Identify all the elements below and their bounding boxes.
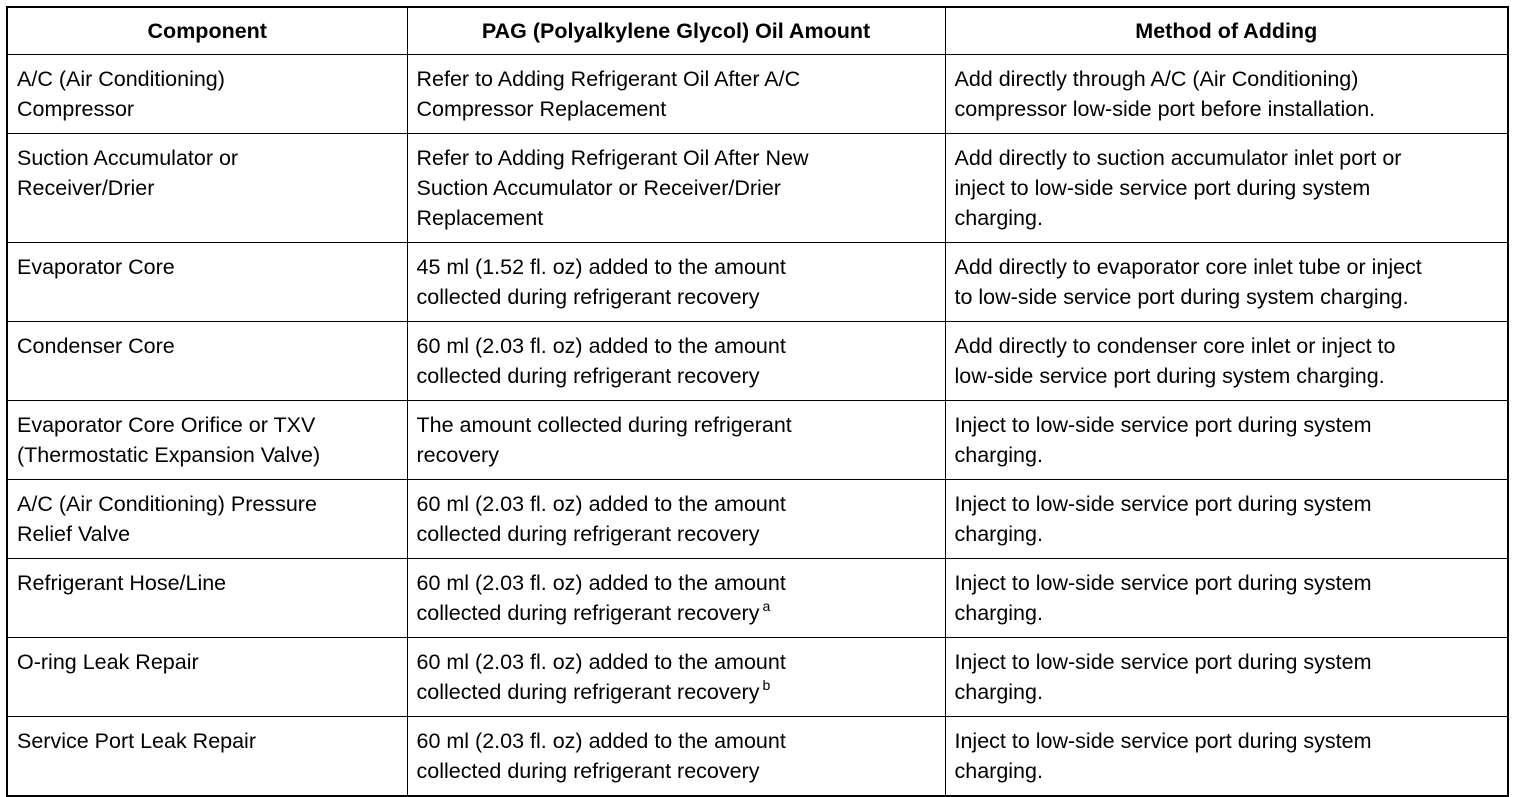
table-row: O-ring Leak Repair 60 ml (2.03 fl. oz) ad…: [6, 637, 1509, 717]
cell-line: recovery: [416, 443, 499, 467]
table-cell: Add directly through A/C (Air Conditioni…: [944, 54, 1509, 134]
table-cell: Add directly to suction accumulator inle…: [944, 133, 1509, 243]
cell-line: 60 ml (2.03 fl. oz) added to the amount: [416, 729, 786, 753]
table-cell: O-ring Leak Repair: [6, 637, 408, 717]
table-cell: Inject to low-side service port during s…: [944, 637, 1509, 717]
table-cell: Inject to low-side service port during s…: [944, 716, 1509, 797]
cell-line: Relief Valve: [17, 522, 131, 546]
cell-line: Add directly to suction accumulator inle…: [954, 146, 1402, 170]
table-cell: 60 ml (2.03 fl. oz) added to the amount c…: [406, 321, 946, 401]
table-row: Refrigerant Hose/Line 60 ml (2.03 fl. oz)…: [6, 558, 1509, 638]
cell-line: charging.: [954, 522, 1043, 546]
table-row: Condenser Core 60 ml (2.03 fl. oz) added …: [6, 321, 1509, 401]
table-row: A/C (Air Conditioning) Compressor Refer to…: [6, 54, 1509, 134]
cell-line: charging.: [954, 601, 1043, 625]
cell-line: A/C (Air Conditioning) Pressure: [17, 492, 317, 516]
cell-line: Compressor: [17, 97, 135, 121]
cell-line: inject to low-side service port during s…: [954, 176, 1371, 200]
table-cell: 60 ml (2.03 fl. oz) added to the amount c…: [406, 637, 946, 717]
cell-line: collected during refrigerant recovery: [416, 285, 760, 309]
table-cell: A/C (Air Conditioning) Compressor: [6, 54, 408, 134]
cell-line: to low-side service port during system c…: [954, 285, 1409, 309]
table-cell: Suction Accumulator or Receiver/Drier: [6, 133, 408, 243]
cell-line: 60 ml (2.03 fl. oz) added to the amount: [416, 492, 786, 516]
cell-line: Add directly to condenser core inlet or …: [954, 334, 1396, 358]
cell-line: Inject to low-side service port during s…: [954, 492, 1372, 516]
cell-line: O-ring Leak Repair: [17, 650, 199, 674]
table-cell: 45 ml (1.52 fl. oz) added to the amount c…: [406, 242, 946, 322]
cell-line: A/C (Air Conditioning): [17, 67, 225, 91]
table-row: Suction Accumulator or Receiver/Drier Refe…: [6, 133, 1509, 243]
table-cell: 60 ml (2.03 fl. oz) added to the amount c…: [406, 716, 946, 797]
cell-line: charging.: [954, 443, 1043, 467]
cell-line: Inject to low-side service port during s…: [954, 571, 1372, 595]
cell-line: The amount collected during refrigerant: [416, 413, 792, 437]
table-cell: A/C (Air Conditioning) Pressure Relief Va…: [6, 479, 408, 559]
cell-line: Inject to low-side service port during s…: [954, 729, 1372, 753]
cell-line: Add directly through A/C (Air Conditioni…: [954, 67, 1359, 91]
table-row: Evaporator Core 45 ml (1.52 fl. oz) added…: [6, 242, 1509, 322]
cell-line: 45 ml (1.52 fl. oz) added to the amount: [416, 255, 786, 279]
cell-line: compressor low-side port before installa…: [954, 97, 1376, 121]
table-cell: Condenser Core: [6, 321, 408, 401]
cell-line: Evaporator Core Orifice or TXV: [17, 413, 316, 437]
cell-line: Inject to low-side service port during s…: [954, 650, 1372, 674]
table-cell: Evaporator Core: [6, 242, 408, 322]
cell-line: collected during refrigerant recovery: [416, 364, 760, 388]
cell-line: collected during refrigerant recovery: [416, 522, 760, 546]
table-cell: Inject to low-side service port during s…: [944, 400, 1509, 480]
cell-line: 60 ml (2.03 fl. oz) added to the amount: [416, 334, 786, 358]
cell-line: Compressor Replacement: [416, 97, 667, 121]
cell-line: Refer to Adding Refrigerant Oil After A/…: [416, 67, 801, 91]
table-cell: Inject to low-side service port during s…: [944, 479, 1509, 559]
cell-line: Refer to Adding Refrigerant Oil After Ne…: [416, 146, 809, 170]
table-cell: Add directly to condenser core inlet or …: [944, 321, 1509, 401]
cell-line: charging.: [954, 206, 1043, 230]
cell-line: Condenser Core: [17, 334, 175, 358]
table-row: A/C (Air Conditioning) Pressure Relief Va…: [6, 479, 1509, 559]
cell-line: Replacement: [416, 206, 544, 230]
oil-table: Component PAG (Polyalkylene Glycol) Oil A…: [6, 6, 1509, 797]
table-row: Evaporator Core Orifice or TXV (Thermosta…: [6, 400, 1509, 480]
cell-line: charging.: [954, 759, 1043, 783]
footnote-marker: b: [762, 677, 771, 693]
table-body: A/C (Air Conditioning) Compressor Refer to…: [6, 54, 1509, 797]
header-row: Component PAG (Polyalkylene Glycol) Oil A…: [6, 6, 1509, 55]
cell-line: Suction Accumulator or Receiver/Drier: [416, 176, 781, 200]
footnote-marker: a: [762, 598, 771, 614]
cell-line: Inject to low-side service port during s…: [954, 413, 1372, 437]
table-row: Service Port Leak Repair 60 ml (2.03 fl. …: [6, 716, 1509, 797]
column-header: Component: [6, 6, 408, 55]
cell-line: Receiver/Drier: [17, 176, 155, 200]
table-cell: Refer to Adding Refrigerant Oil After A/…: [406, 54, 946, 134]
table-cell: Refer to Adding Refrigerant Oil After Ne…: [406, 133, 946, 243]
table-cell: Service Port Leak Repair: [6, 716, 408, 797]
cell-line: collected during refrigerant recovery: [416, 759, 760, 783]
column-header: Method of Adding: [944, 6, 1509, 55]
cell-line: 60 ml (2.03 fl. oz) added to the amount: [416, 571, 786, 595]
table-cell: Add directly to evaporator core inlet tu…: [944, 242, 1509, 322]
cell-line: collected during refrigerant recovery b: [416, 677, 771, 704]
cell-line: Add directly to evaporator core inlet tu…: [954, 255, 1422, 279]
table-cell: Refrigerant Hose/Line: [6, 558, 408, 638]
cell-line: 60 ml (2.03 fl. oz) added to the amount: [416, 650, 786, 674]
cell-line: charging.: [954, 680, 1043, 704]
table-cell: Evaporator Core Orifice or TXV (Thermosta…: [6, 400, 408, 480]
cell-line: low-side service port during system char…: [954, 364, 1385, 388]
cell-line: Suction Accumulator or: [17, 146, 239, 170]
table-cell: 60 ml (2.03 fl. oz) added to the amount c…: [406, 479, 946, 559]
table-cell: 60 ml (2.03 fl. oz) added to the amount c…: [406, 558, 946, 638]
cell-line: Refrigerant Hose/Line: [17, 571, 227, 595]
cell-line: (Thermostatic Expansion Valve): [17, 443, 321, 467]
cell-line: collected during refrigerant recovery a: [416, 598, 771, 625]
table-cell: Inject to low-side service port during s…: [944, 558, 1509, 638]
column-header: PAG (Polyalkylene Glycol) Oil Amount: [406, 6, 946, 55]
table-cell: The amount collected during refrigerant r…: [406, 400, 946, 480]
cell-line: Service Port Leak Repair: [17, 729, 256, 753]
cell-line: Evaporator Core: [17, 255, 175, 279]
